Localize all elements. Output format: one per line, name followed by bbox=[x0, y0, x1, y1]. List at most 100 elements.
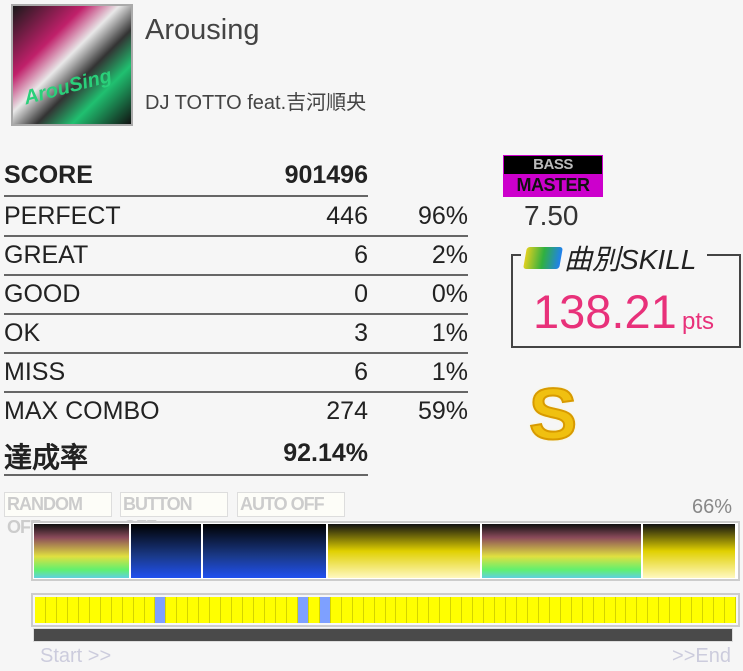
judgement-count: 6 bbox=[354, 241, 368, 269]
cell bbox=[440, 597, 452, 623]
skill-header: 曲別SKILL bbox=[523, 238, 697, 278]
cell bbox=[670, 597, 682, 623]
divider bbox=[4, 391, 468, 393]
cell bbox=[451, 597, 463, 623]
judgement-count: 274 bbox=[326, 397, 368, 425]
cell bbox=[341, 597, 353, 623]
cell bbox=[604, 597, 616, 623]
cell bbox=[725, 597, 736, 623]
cell bbox=[593, 597, 605, 623]
section-segment bbox=[642, 524, 737, 578]
jacket-logo: ArouSing bbox=[21, 64, 115, 110]
difficulty-badge: BASS MASTER bbox=[503, 155, 603, 197]
cell bbox=[385, 597, 397, 623]
cell bbox=[155, 597, 167, 623]
judgement-percent: 0% bbox=[431, 280, 468, 308]
cell bbox=[703, 597, 715, 623]
judgement-label: PERFECT bbox=[4, 202, 121, 230]
cell bbox=[484, 597, 496, 623]
judgement-percent: 1% bbox=[431, 358, 468, 386]
divider bbox=[4, 352, 468, 354]
skill-box bbox=[511, 254, 741, 348]
skill-logo-icon bbox=[523, 247, 563, 269]
cell bbox=[396, 597, 408, 623]
option-random: RANDOM OFF bbox=[4, 492, 112, 537]
cell bbox=[407, 597, 419, 623]
judgement-row: OK 3 1% bbox=[4, 313, 468, 352]
score-value: 901496 bbox=[284, 161, 368, 189]
cell bbox=[265, 597, 276, 623]
divider bbox=[4, 235, 468, 237]
rank-icon: S bbox=[528, 374, 578, 456]
cell bbox=[571, 597, 583, 623]
cell bbox=[648, 597, 660, 623]
cell bbox=[177, 597, 189, 623]
cell bbox=[35, 597, 46, 623]
cell bbox=[232, 597, 244, 623]
section-bar bbox=[31, 521, 740, 581]
cell bbox=[538, 597, 550, 623]
divider bbox=[4, 274, 468, 276]
part-label: BASS bbox=[504, 156, 602, 174]
skill-unit: pts bbox=[682, 308, 715, 335]
judgement-label: GOOD bbox=[4, 280, 81, 308]
score-label: SCORE bbox=[4, 161, 93, 189]
cell bbox=[221, 597, 233, 623]
divider bbox=[4, 195, 368, 197]
section-segment bbox=[131, 524, 204, 578]
cell bbox=[56, 597, 68, 623]
cell bbox=[527, 597, 539, 623]
section-segment bbox=[203, 524, 329, 578]
cell bbox=[615, 597, 627, 623]
judgement-row: MISS 6 1% bbox=[4, 352, 468, 391]
cell bbox=[275, 597, 287, 623]
cell bbox=[199, 597, 211, 623]
judgement-label: GREAT bbox=[4, 241, 89, 269]
judgement-percent: 2% bbox=[431, 241, 468, 269]
judgement-percent: 1% bbox=[431, 319, 468, 347]
cell bbox=[45, 597, 57, 623]
cell bbox=[549, 597, 561, 623]
album-jacket: ArouSing bbox=[11, 4, 133, 126]
achievement-row: 達成率 92.14% bbox=[4, 433, 468, 473]
skill-value: 138.21 bbox=[533, 285, 677, 338]
cell bbox=[516, 597, 528, 623]
cell bbox=[243, 597, 255, 623]
cell bbox=[363, 597, 375, 623]
cell bbox=[637, 597, 649, 623]
song-artist: DJ TOTTO feat.吉河順央 bbox=[145, 92, 367, 114]
section-segment bbox=[34, 524, 132, 578]
cell bbox=[714, 597, 726, 623]
judgement-count: 446 bbox=[326, 202, 368, 230]
cell bbox=[308, 597, 320, 623]
cell bbox=[122, 597, 134, 623]
divider bbox=[4, 313, 468, 315]
cell bbox=[188, 597, 200, 623]
progress-percent: 66% bbox=[691, 496, 732, 518]
achievement-value: 92.14% bbox=[283, 439, 368, 467]
cell bbox=[286, 597, 298, 623]
cell bbox=[659, 597, 671, 623]
cell bbox=[89, 597, 101, 623]
judgement-percent: 59% bbox=[417, 397, 468, 425]
cell bbox=[429, 597, 441, 623]
judgement-label: MISS bbox=[4, 358, 66, 386]
judgement-row: MAX COMBO 274 59% bbox=[4, 391, 468, 430]
cell bbox=[560, 597, 572, 623]
song-title: Arousing bbox=[145, 14, 260, 46]
option-button: BUTTON OFF bbox=[120, 492, 228, 537]
cell bbox=[166, 597, 178, 623]
skill-label: 曲別SKILL bbox=[564, 244, 697, 275]
judgement-count: 0 bbox=[354, 280, 368, 308]
achievement-label: 達成率 bbox=[4, 442, 89, 473]
start-label: Start >> bbox=[40, 645, 112, 667]
cell bbox=[418, 597, 430, 623]
cell bbox=[144, 597, 156, 623]
cell bbox=[210, 597, 222, 623]
divider bbox=[4, 474, 368, 476]
section-segment bbox=[328, 524, 483, 578]
progress-bar bbox=[33, 628, 733, 642]
judgement-row: GREAT 6 2% bbox=[4, 235, 468, 274]
judgement-label: OK bbox=[4, 319, 41, 347]
cell bbox=[297, 597, 309, 623]
